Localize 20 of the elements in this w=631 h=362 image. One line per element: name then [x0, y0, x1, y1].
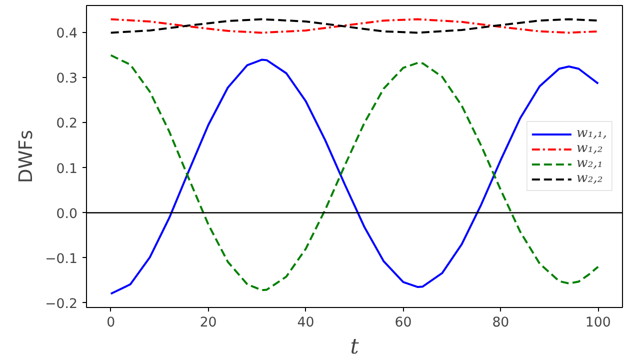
x-tick-label: 100: [585, 316, 611, 330]
x-tick-label: 20: [200, 316, 217, 330]
legend-label: w₂,₂: [576, 171, 603, 186]
legend-label: w₁,₂: [576, 141, 603, 156]
x-tick-label: 80: [492, 316, 510, 330]
legend-label: w₂,₁: [576, 156, 603, 171]
y-tick-label: −0.2: [45, 296, 78, 312]
y-tick-label: 0.2: [56, 116, 78, 132]
x-axis-title: t: [350, 334, 360, 360]
x-tick-label: 60: [394, 316, 412, 330]
y-tick-label: 0.1: [56, 162, 78, 177]
y-tick-label: −0.1: [45, 252, 78, 267]
y-axis-title: DWFs: [16, 130, 38, 184]
x-tick-label: 40: [297, 316, 314, 330]
x-tick-label: 0: [106, 316, 116, 330]
line-series: [110, 18, 600, 34]
y-tick-label: 0.0: [56, 206, 78, 222]
legend-label: w₁,₁,: [576, 126, 607, 141]
y-tick-label: 0.3: [56, 72, 78, 87]
y-tick-label: 0.4: [56, 26, 78, 42]
